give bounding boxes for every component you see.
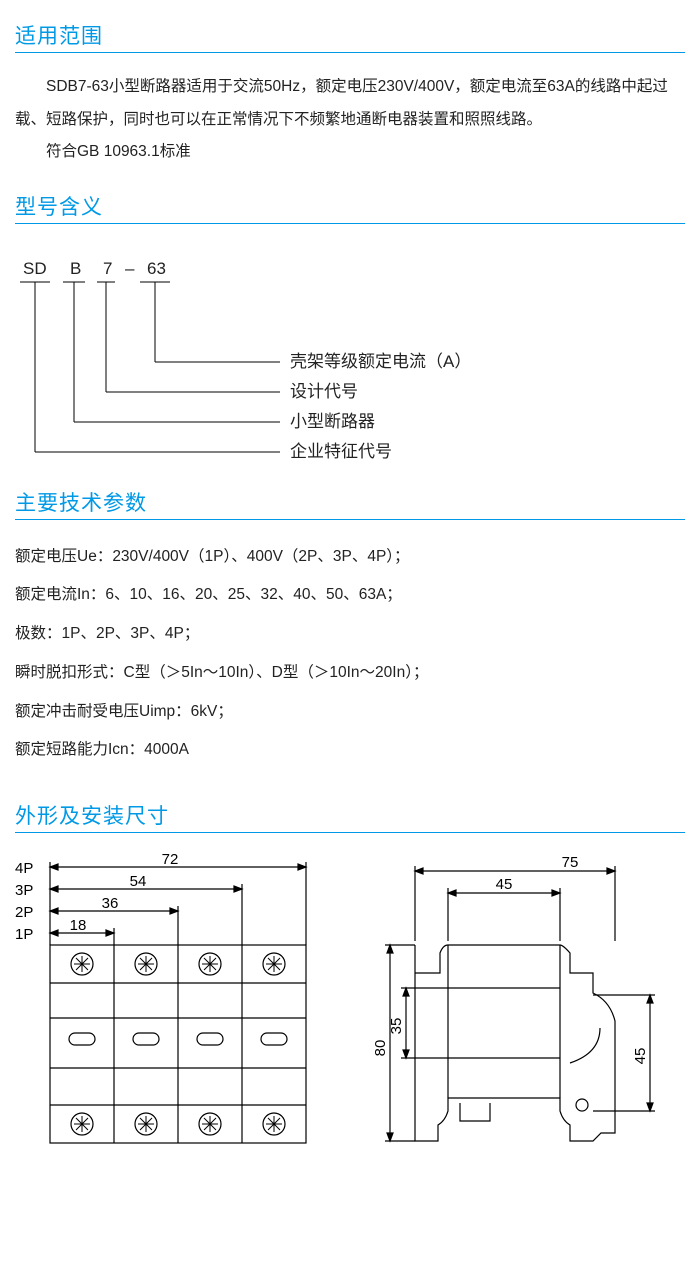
scope-text-1: SDB7-63小型断路器适用于交流50Hz，额定电压230V/400V，额定电流… (15, 71, 685, 136)
model-part-63: 63 (147, 259, 166, 278)
rule (15, 52, 685, 53)
dim-45i: 45 (496, 876, 513, 893)
model-label-1: 设计代号 (290, 382, 358, 401)
model-label-0: 壳架等级额定电流（A） (290, 352, 471, 371)
pole-label: 3P (15, 882, 33, 899)
model-part-sd: SD (23, 259, 47, 278)
front-view-drawing: 4P 3P 2P 1P 72 54 36 18 (15, 853, 325, 1153)
section-title-scope: 适用范围 (15, 20, 685, 50)
rule (15, 832, 685, 833)
spec-line: 额定冲击耐受电压Uimp：6kV； (15, 693, 685, 732)
dim-75: 75 (562, 854, 579, 871)
section-title-specs: 主要技术参数 (15, 487, 685, 517)
scope-text-2: 符合GB 10963.1标准 (15, 136, 685, 169)
rule (15, 223, 685, 224)
model-label-3: 企业特征代号 (290, 442, 392, 461)
dim-36: 36 (102, 895, 119, 912)
dim-72: 72 (162, 853, 179, 868)
section-title-model: 型号含义 (15, 191, 685, 221)
spec-line: 额定短路能力Icn：4000A (15, 731, 685, 770)
dim-18: 18 (70, 917, 87, 934)
model-label-2: 小型断路器 (290, 412, 375, 431)
section-title-dims: 外形及安装尺寸 (15, 800, 685, 830)
model-dash: – (125, 259, 135, 278)
model-part-b: B (70, 259, 81, 278)
spec-line: 额定电流In：6、10、16、20、25、32、40、50、63A； (15, 576, 685, 615)
spec-line: 极数：1P、2P、3P、4P； (15, 615, 685, 654)
rule (15, 519, 685, 520)
spec-line: 额定电压Ue：230V/400V（1P）、400V（2P、3P、4P）； (15, 538, 685, 577)
spec-line: 瞬时脱扣形式：C型（＞5In～10In）、D型（＞10In～20In）； (15, 654, 685, 693)
dim-80: 80 (372, 1040, 389, 1057)
side-view-drawing: 75 45 80 35 45 (360, 853, 680, 1153)
dim-35: 35 (388, 1018, 405, 1035)
pole-label: 4P (15, 860, 33, 877)
model-meaning-diagram: SD B 7 – 63 壳架等级额定电流（A） 设计代号 小型断路器 企业特征代… (15, 252, 575, 472)
pole-label: 2P (15, 904, 33, 921)
dim-54: 54 (130, 873, 147, 890)
dim-45r: 45 (632, 1048, 649, 1065)
model-part-7: 7 (103, 259, 112, 278)
pole-label: 1P (15, 926, 33, 943)
